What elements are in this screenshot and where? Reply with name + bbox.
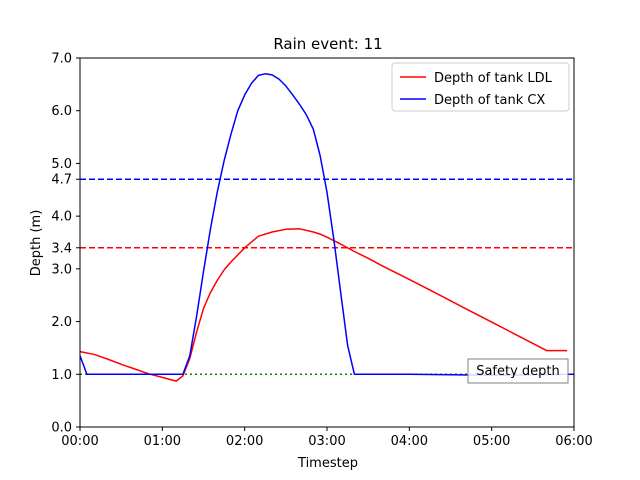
- y-tick-label: 4.0: [51, 210, 72, 225]
- safety-depth-annotation: Safety depth: [467, 358, 569, 384]
- y-tick-label: 3.4: [51, 241, 72, 256]
- y-tick-label: 0.0: [51, 421, 72, 436]
- legend-box: [391, 62, 570, 112]
- x-tick-label: 05:00: [473, 434, 510, 449]
- y-tick-label: 2.0: [51, 315, 72, 330]
- legend-label-1: Depth of tank CX: [434, 93, 545, 108]
- x-axis-ticks: 00:00 01:00 02:00 03:00 04:00 05:00 06:00: [61, 427, 593, 449]
- x-tick-label: 01:00: [144, 434, 181, 449]
- x-tick-label: 02:00: [226, 434, 263, 449]
- y-axis-ticks: 0.0 1.0 2.0 3.0 3.4 4.0 4.75.0 6.0 7.0: [51, 52, 80, 436]
- annotation-text: Safety depth: [476, 364, 560, 379]
- x-tick-label: 06:00: [555, 434, 592, 449]
- chart-title: Rain event: 11: [273, 35, 382, 53]
- y-tick-label: 3.0: [51, 262, 72, 277]
- series-line-0: [79, 228, 568, 382]
- legend: Depth of tank LDL Depth of tank CX: [391, 62, 570, 112]
- y-tick-label: 4.7: [51, 173, 72, 188]
- x-axis-label: Timestep: [297, 456, 358, 471]
- x-tick-label: 00:00: [61, 434, 98, 449]
- annotation-box: [467, 358, 569, 384]
- legend-label-0: Depth of tank LDL: [434, 71, 553, 86]
- y-tick-label: 7.0: [51, 52, 72, 67]
- series-line-1: [79, 73, 575, 377]
- x-tick-label: 04:00: [391, 434, 428, 449]
- series-lines: [79, 73, 575, 382]
- y-tick-label: 5.0: [51, 157, 72, 172]
- y-axis-label: Depth (m): [29, 210, 44, 277]
- y-tick-label: 1.0: [51, 368, 72, 383]
- x-tick-label: 03:00: [308, 434, 345, 449]
- y-tick-label: 6.0: [51, 104, 72, 119]
